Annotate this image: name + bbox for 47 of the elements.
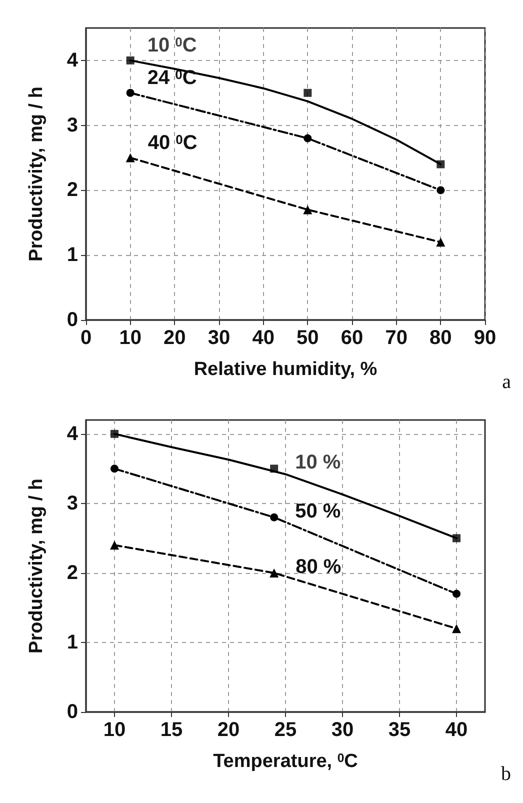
y-tick-label: 4 [66,422,79,445]
x-tick-label: 30 [331,719,354,741]
x-tick-label: 40 [445,719,468,741]
x-axis-title: Relative humidity, % [194,359,378,380]
y-tick-label: 0 [66,701,78,723]
text: b [501,763,511,785]
point [270,568,279,578]
y-tick-label: 2 [66,179,78,202]
point [270,513,278,522]
point [110,464,118,473]
x-tick-label: 50 [296,327,319,349]
x-tick-label: 70 [385,327,408,349]
x-tick-label: 20 [217,719,240,741]
y-tick-label: 2 [66,562,78,584]
y-tick-label: 3 [66,114,78,136]
x-tick-label: 40 [252,327,274,349]
y-tick-label: 3 [66,492,78,514]
x-tick-label: 20 [164,327,186,349]
x-tick-label: 15 [160,719,183,741]
y-tick-label: 1 [66,631,78,654]
y-axis-title: Productivity, mg / h [26,478,47,654]
text: a [502,371,512,393]
x-tick-label: 80 [430,327,452,349]
point [303,205,312,214]
point [126,153,135,162]
y-tick-label: 4 [66,49,79,72]
series-label: 80 % [296,556,342,578]
x-tick-label: 10 [103,719,126,741]
point [452,624,461,634]
y-tick-label: 1 [66,244,78,266]
point [304,88,312,97]
point [304,134,312,142]
x-tick-label: 60 [340,327,364,349]
point [126,88,134,97]
y-axis-title: Productivity, mg / h [26,86,47,262]
x-tick-label: 25 [274,719,297,741]
point [436,186,445,194]
x-tick-label: 30 [208,327,230,349]
y-tick-label: 0 [66,309,78,331]
x-tick-label: 90 [474,327,496,349]
series-label: 10 % [295,452,341,474]
point [436,238,446,247]
series-label: 50 % [295,500,341,522]
point [452,590,460,598]
point [110,540,119,550]
x-tick-label: 10 [119,327,142,349]
x-tick-label: 35 [388,719,411,741]
